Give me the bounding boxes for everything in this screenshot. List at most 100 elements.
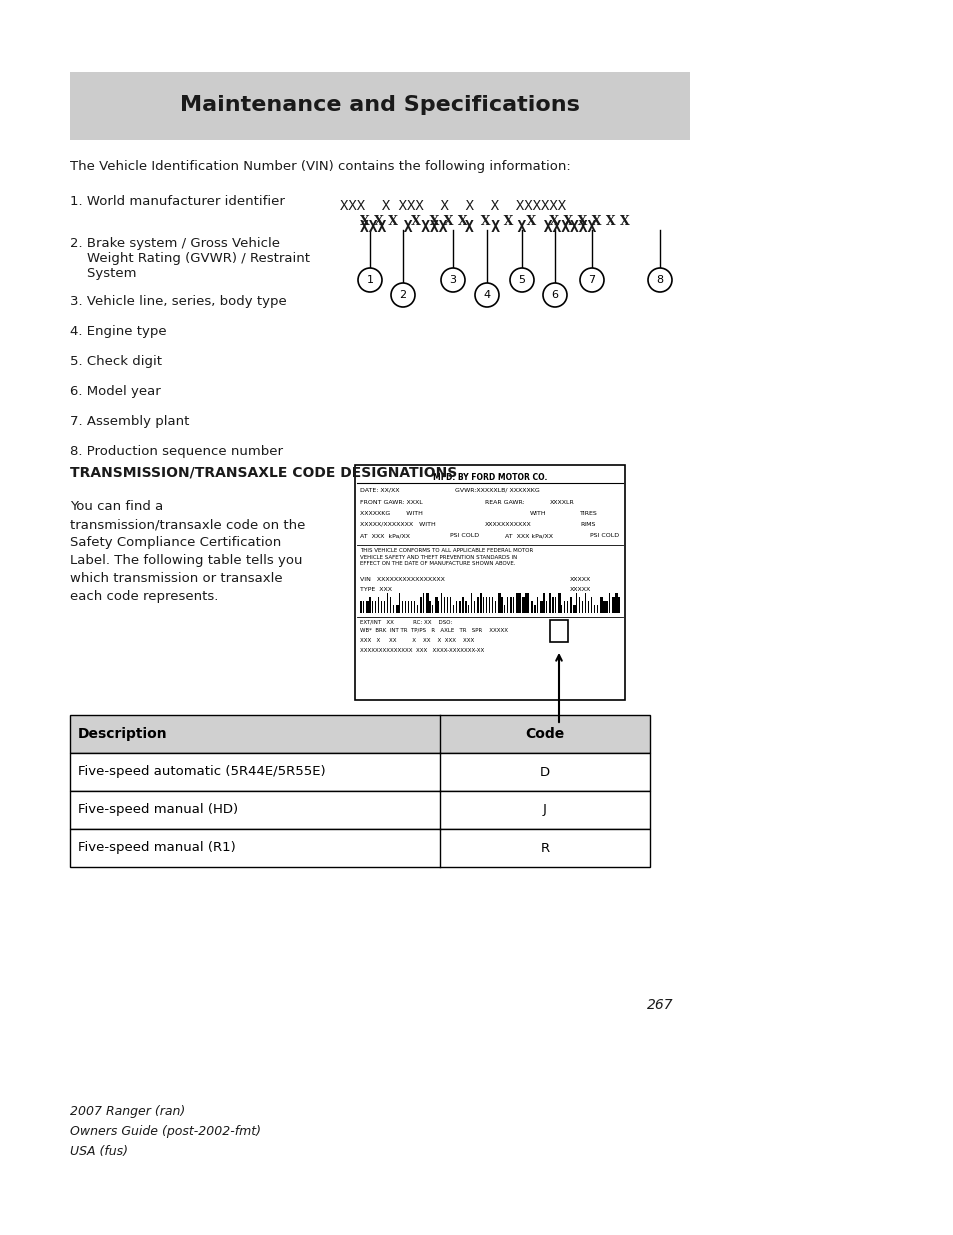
Bar [581, 601, 582, 613]
Bar [398, 593, 400, 613]
Text: You can find a
transmission/transaxle code on the
Safety Compliance Certificatio: You can find a transmission/transaxle co… [70, 500, 305, 603]
Text: 267: 267 [646, 998, 673, 1011]
Text: XXXXLR: XXXXLR [550, 500, 574, 505]
Text: XXX  X XXX  X  X  X  XXXXXX: XXX X XXX X X X XXXXXX [359, 220, 596, 235]
Circle shape [440, 268, 464, 291]
Bar [608, 597, 610, 613]
Circle shape [510, 268, 534, 291]
Bar [416, 605, 419, 613]
Text: XXX  X XXX  X  X  X  XXXXXX: XXX X XXX X X X XXXXXX [339, 199, 565, 212]
Text: MFD. BY FORD MOTOR CO.: MFD. BY FORD MOTOR CO. [433, 473, 547, 482]
FancyBboxPatch shape [355, 466, 624, 700]
Bar [605, 601, 607, 613]
Bar [485, 597, 488, 613]
Bar [456, 597, 457, 613]
Text: 4: 4 [483, 290, 490, 300]
Bar [471, 597, 473, 613]
Text: 3. Vehicle line, series, body type: 3. Vehicle line, series, body type [70, 295, 287, 308]
Text: AT  XXX  kPa/XX: AT XXX kPa/XX [359, 534, 410, 538]
Text: Owners Guide (post-2002-fmt): Owners Guide (post-2002-fmt) [70, 1125, 261, 1137]
Circle shape [579, 268, 603, 291]
Bar [479, 605, 480, 613]
Text: 8: 8 [656, 275, 663, 285]
Bar [506, 605, 507, 613]
Text: 3: 3 [449, 275, 456, 285]
Text: XXXXX: XXXXX [569, 577, 591, 582]
Bar [555, 601, 556, 613]
Text: X X X   X  X X X   X   X   X   X X X X X X: X X X X X X X X X X X X X X X X [359, 215, 629, 228]
Text: WITH: WITH [530, 511, 546, 516]
Bar [443, 605, 447, 613]
Bar [615, 601, 618, 613]
Bar [569, 593, 573, 613]
Circle shape [647, 268, 671, 291]
Bar [489, 601, 491, 613]
Text: The Vehicle Identification Number (VIN) contains the following information:: The Vehicle Identification Number (VIN) … [70, 161, 570, 173]
Text: XXXXXXXXXXX: XXXXXXXXXXX [484, 522, 531, 527]
Text: Five-speed automatic (5R44E/5R55E): Five-speed automatic (5R44E/5R55E) [78, 766, 325, 778]
Bar [359, 597, 360, 613]
Bar [380, 597, 381, 613]
Bar [516, 593, 517, 613]
Text: TIRES: TIRES [579, 511, 598, 516]
Bar [578, 597, 579, 613]
Bar [587, 601, 589, 613]
Text: 6. Model year: 6. Model year [70, 385, 161, 398]
Bar [447, 593, 448, 613]
Text: PSI COLD: PSI COLD [450, 534, 478, 538]
Bar [510, 605, 511, 613]
Bar [584, 601, 587, 613]
Bar [432, 597, 435, 613]
Bar [366, 605, 367, 613]
Text: R: R [539, 841, 549, 855]
FancyBboxPatch shape [70, 829, 649, 867]
Text: REAR GAWR:: REAR GAWR: [484, 500, 524, 505]
Text: GVWR:XXXXXLB/ XXXXXKG: GVWR:XXXXXLB/ XXXXXKG [455, 487, 539, 492]
Text: XXXXX: XXXXX [569, 587, 591, 592]
Bar [597, 593, 598, 613]
Text: USA (fus): USA (fus) [70, 1145, 128, 1158]
Text: Five-speed manual (HD): Five-speed manual (HD) [78, 804, 238, 816]
Bar [372, 593, 373, 613]
Bar [377, 601, 379, 613]
Bar [393, 605, 394, 613]
Bar [401, 601, 402, 613]
Bar [612, 597, 615, 613]
Bar [476, 597, 479, 613]
FancyBboxPatch shape [70, 790, 649, 829]
Text: 4. Engine type: 4. Engine type [70, 325, 167, 338]
Text: EXT/INT   XX           RC: XX    DSO:: EXT/INT XX RC: XX DSO: [359, 620, 452, 625]
Bar [524, 601, 527, 613]
Text: 2. Brake system / Gross Vehicle
    Weight Rating (GVWR) / Restraint
    System: 2. Brake system / Gross Vehicle Weight R… [70, 237, 310, 280]
Text: XXXXXXXXXXXXXX  XXX   XXXX-XXXXXXX-XX: XXXXXXXXXXXXXX XXX XXXX-XXXXXXX-XX [359, 648, 484, 653]
Text: TRANSMISSION/TRANSAXLE CODE DESIGNATIONS: TRANSMISSION/TRANSAXLE CODE DESIGNATIONS [70, 466, 456, 479]
Bar [590, 597, 594, 613]
Bar [500, 597, 502, 613]
Bar [474, 597, 476, 613]
Bar [542, 593, 544, 613]
FancyBboxPatch shape [70, 715, 649, 753]
Text: 7. Assembly plant: 7. Assembly plant [70, 415, 190, 429]
Bar [390, 605, 393, 613]
Text: TYPE  XXX: TYPE XXX [359, 587, 392, 592]
Bar [573, 597, 574, 613]
Bar [405, 593, 406, 613]
Bar [534, 597, 535, 613]
Bar [492, 593, 493, 613]
Bar [422, 601, 423, 613]
Bar [576, 601, 577, 613]
Bar [527, 597, 529, 613]
Bar [560, 601, 563, 613]
Text: XXXXXKG        WITH: XXXXXKG WITH [359, 511, 422, 516]
Text: 1: 1 [366, 275, 374, 285]
Circle shape [475, 283, 498, 308]
Text: XXX   X     XX         X    XX    X  XXX    XXX: XXX X XX X XX X XXX XXX [359, 638, 474, 643]
Text: PSI COLD: PSI COLD [589, 534, 618, 538]
Text: Description: Description [78, 727, 168, 741]
Bar [558, 601, 560, 613]
Circle shape [542, 283, 566, 308]
Bar [435, 593, 436, 613]
Bar [437, 597, 438, 613]
Bar [497, 605, 500, 613]
Bar [387, 605, 388, 613]
